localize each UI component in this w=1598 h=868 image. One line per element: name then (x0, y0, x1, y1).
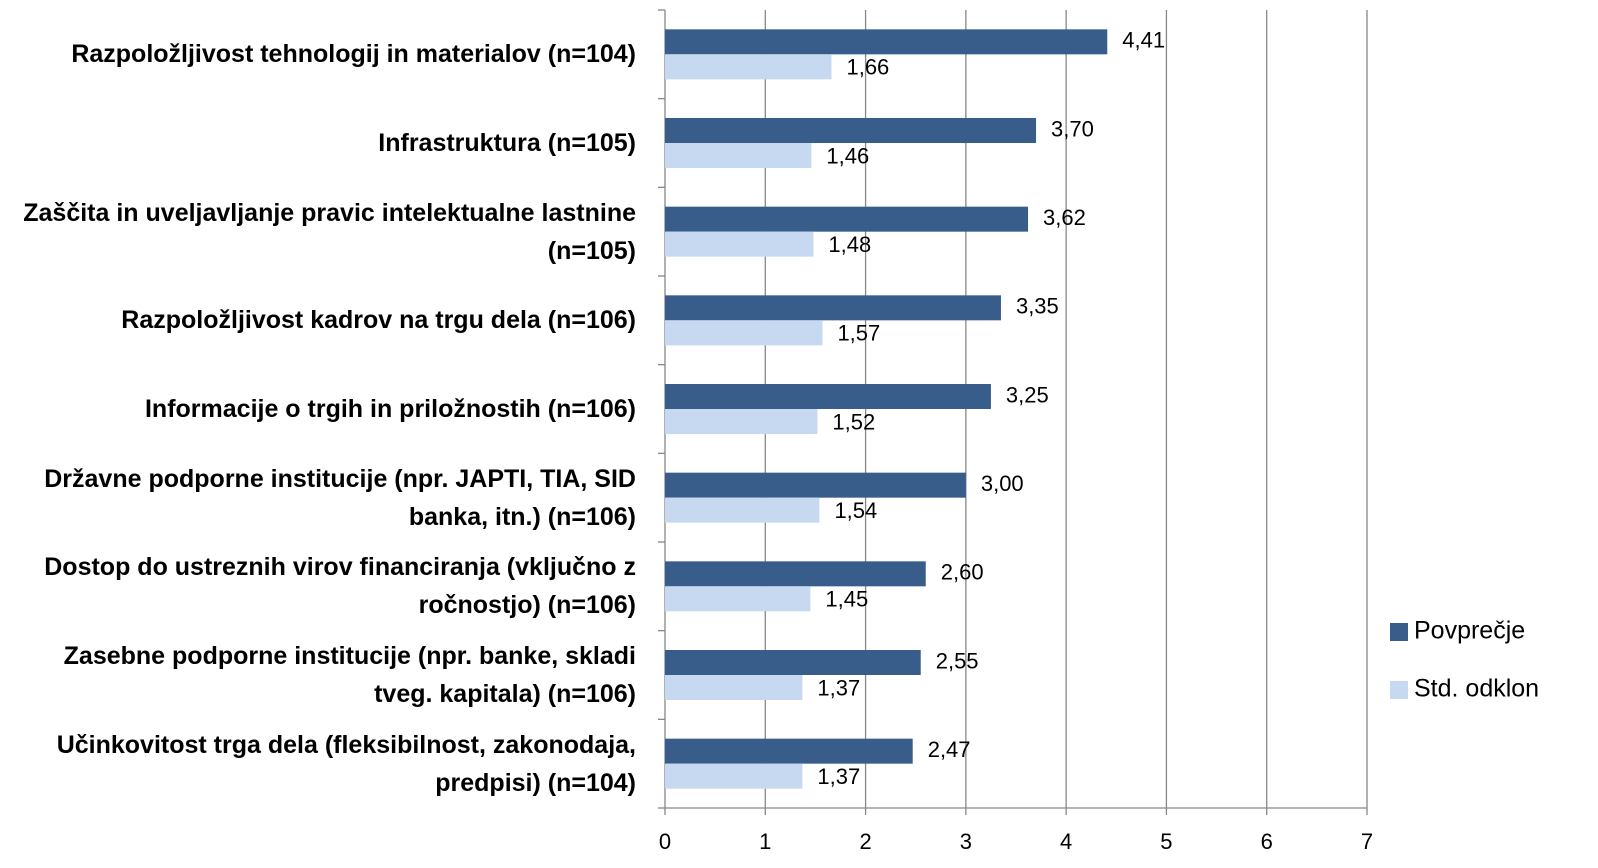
bar (665, 738, 913, 764)
legend-swatch (1390, 623, 1408, 641)
bar (665, 29, 1108, 55)
x-tick-label: 1 (759, 829, 771, 854)
bar (665, 118, 1037, 143)
bar (665, 561, 926, 587)
data-label: 3,70 (1051, 116, 1094, 141)
bar (665, 206, 1029, 232)
bar (665, 586, 811, 612)
data-label: 1,57 (837, 321, 880, 346)
bar (665, 54, 832, 80)
legend-label: Povprečje (1414, 617, 1525, 645)
x-tick-label: 2 (859, 829, 871, 854)
data-label: 3,35 (1016, 294, 1059, 319)
bar (665, 409, 818, 434)
x-tick-label: 4 (1060, 829, 1072, 854)
data-label: 2,60 (941, 560, 984, 585)
x-tick-label: 3 (960, 829, 972, 854)
data-label: 3,62 (1043, 205, 1086, 230)
y-tick-label: Državne podporne institucije (npr. JAPTI… (44, 464, 636, 531)
x-tick-label: 6 (1261, 829, 1273, 854)
y-tick-label: Razpoložljivost kadrov na trgu dela (n=1… (121, 306, 636, 335)
bar (665, 231, 814, 257)
x-tick-label: 5 (1160, 829, 1172, 854)
data-label: 3,25 (1006, 382, 1049, 407)
data-label: 1,45 (825, 587, 868, 612)
bar (665, 295, 1001, 321)
y-tick-label: Zasebne podporne institucije (npr. banke… (63, 642, 636, 708)
data-label: 3,00 (981, 471, 1024, 496)
data-label: 2,55 (936, 648, 979, 673)
y-tick-label: Zaščita in uveljavljanje pravic intelekt… (23, 198, 636, 265)
data-label: 1,48 (828, 232, 871, 257)
data-label: 4,41 (1122, 28, 1165, 53)
legend-label: Std. odklon (1414, 675, 1539, 703)
y-tick-label: Razpoložljivost tehnologij in materialov… (71, 40, 636, 69)
data-label: 1,66 (846, 55, 889, 80)
y-tick-label: Učinkovitost trga dela (fleksibilnost, z… (56, 730, 636, 797)
bar (665, 472, 966, 498)
data-label: 1,52 (832, 409, 875, 434)
data-label: 1,54 (834, 498, 877, 523)
y-tick-label: Infrastruktura (n=105) (378, 129, 636, 157)
y-tick-label: Informacije o trgih in priložnostih (n=1… (144, 395, 636, 423)
data-label: 2,47 (928, 737, 971, 762)
bar (665, 675, 803, 700)
bar (665, 497, 820, 523)
legend-swatch (1390, 681, 1408, 699)
bar (665, 650, 921, 675)
y-tick-label: Dostop do ustreznih virov financiranja (… (44, 553, 636, 620)
bar (665, 384, 991, 409)
bar (665, 143, 812, 168)
x-tick-label: 0 (659, 829, 671, 854)
data-label: 1,37 (817, 675, 860, 700)
data-label: 1,37 (817, 764, 860, 789)
x-tick-label: 7 (1361, 829, 1373, 854)
data-label: 1,46 (826, 143, 869, 168)
bar (665, 763, 803, 789)
bar (665, 320, 823, 346)
